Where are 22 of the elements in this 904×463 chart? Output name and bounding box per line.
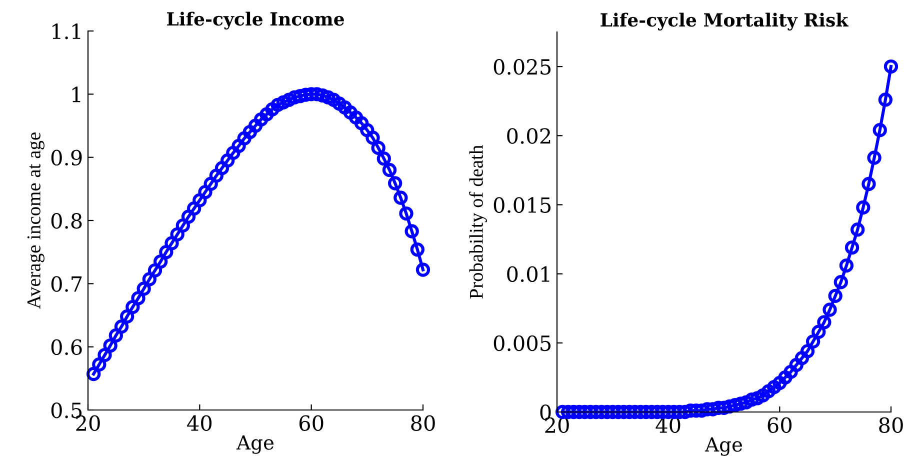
y-tick-label: 0.02 [507,128,550,144]
y-tick-label: 1 [72,86,80,102]
y-tick-label: 0.015 [494,197,551,213]
chart-title: Life-cycle Income [167,12,344,30]
x-axis-title: Age [704,437,742,456]
x-tick-label: 80 [879,417,903,433]
y-axis-title: Average income at age [27,132,44,309]
y-axis-title: Probability of death [469,145,487,299]
y-tick-label: 0.6 [51,339,82,356]
y-tick-label: 0.01 [507,266,550,282]
y-tick-label: 0.9 [51,150,82,166]
y-tick-label: 1.1 [52,23,80,40]
x-tick-label: 60 [299,415,324,431]
y-tick-label: 0.8 [51,212,82,229]
y-tick-label: 0.005 [494,335,551,352]
x-axis-title: Age [236,435,274,454]
x-tick-label: 60 [768,417,792,433]
x-tick-label: 40 [187,415,212,431]
chart-title: Life-cycle Mortality Risk [600,12,848,30]
y-tick-label: 0.7 [51,276,82,292]
x-tick-label: 80 [411,415,435,431]
y-tick-label: 0.025 [494,59,551,75]
